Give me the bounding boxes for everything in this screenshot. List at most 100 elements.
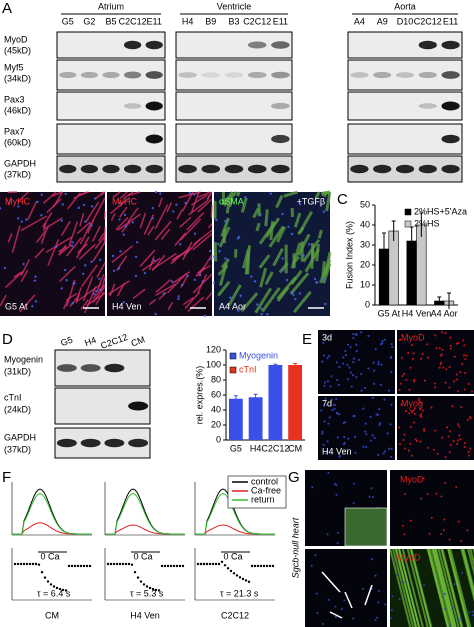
nucleus (180, 283, 184, 287)
nucleus (281, 212, 284, 216)
nucleus (326, 533, 329, 536)
nucleus (390, 447, 393, 450)
row-label: GAPDH (4, 158, 36, 168)
fiber (190, 191, 200, 214)
legend-label: return (251, 494, 275, 504)
nucleus (408, 388, 411, 391)
tau-label: τ = 21.3 s (220, 588, 259, 598)
fiber (66, 237, 82, 257)
trace-point (271, 564, 275, 568)
nucleus (466, 418, 469, 421)
nucleus (471, 610, 474, 613)
trace-point (34, 562, 38, 566)
fiber (406, 548, 429, 627)
fiber (92, 242, 106, 262)
fiber (85, 201, 100, 223)
row-size: (24kD) (4, 404, 31, 414)
fiber (109, 283, 116, 297)
fiber (4, 270, 24, 288)
fiber (283, 190, 299, 198)
nucleus (118, 201, 122, 205)
nucleus (244, 195, 247, 199)
nucleus (322, 443, 325, 447)
lane-label: H4 (83, 335, 97, 348)
nucleus (460, 406, 463, 409)
nucleus (422, 477, 425, 480)
trace-point (211, 562, 215, 566)
nucleus (381, 342, 384, 345)
fiber (96, 273, 105, 293)
nucleus (377, 589, 380, 592)
x-tick-label: A4 Aor (431, 308, 458, 318)
trace-point (232, 572, 236, 575)
trace-point (136, 576, 140, 579)
blot-band (80, 164, 99, 174)
trace-point (82, 564, 86, 568)
panel-label: A (2, 0, 12, 17)
nucleus (443, 592, 446, 595)
nucleus (393, 559, 396, 562)
nucleus (193, 193, 196, 196)
nucleus (201, 280, 205, 283)
fiber (298, 210, 314, 234)
nucleus (436, 452, 439, 455)
fiber (96, 262, 106, 278)
fiber (158, 197, 163, 208)
nucleus (34, 275, 37, 278)
nucleus (63, 268, 67, 272)
nucleus (321, 360, 324, 363)
fiber (139, 212, 147, 229)
fiber (197, 198, 213, 213)
fiber (94, 235, 106, 250)
trace-point (142, 583, 146, 586)
nucleus (445, 426, 449, 429)
nucleus (346, 378, 350, 381)
nucleus (352, 332, 355, 336)
nucleus (462, 339, 465, 342)
nucleus (99, 258, 102, 262)
fiber (410, 548, 433, 627)
nucleus (336, 436, 340, 439)
x-tick-label: H4 (250, 443, 262, 453)
trace-point (19, 562, 23, 566)
fiber (290, 242, 302, 269)
nucleus (420, 497, 423, 500)
trace-point (64, 589, 68, 592)
nucleus (371, 434, 374, 437)
fiber (81, 264, 98, 288)
fiber (172, 271, 191, 284)
trace-point (151, 587, 155, 591)
fiber (85, 292, 106, 307)
nucleus (290, 291, 294, 294)
fiber (264, 271, 274, 285)
nucleus (442, 529, 445, 532)
fiber (290, 269, 303, 285)
nucleus (355, 343, 358, 346)
nucleus (90, 260, 93, 264)
fiber (426, 548, 449, 627)
blot-band (145, 134, 163, 144)
nucleus (335, 361, 339, 364)
nucleus (411, 410, 414, 414)
nucleus (409, 442, 412, 445)
nucleus (344, 354, 348, 357)
lane-label: G5 (59, 335, 74, 349)
fiber (395, 548, 418, 627)
legend-label: 2%HS+5'Aza (414, 206, 467, 216)
nucleus (353, 414, 356, 417)
nucleus (326, 380, 330, 383)
trace-point (160, 564, 164, 568)
nucleus (351, 374, 355, 377)
blot-band (441, 71, 460, 79)
y-tick-label: 0 (365, 299, 370, 309)
trace-point (73, 564, 77, 568)
nucleus (403, 447, 407, 450)
nucleus (365, 446, 368, 449)
nucleus (390, 370, 393, 373)
nucleus (390, 609, 393, 612)
trace-point (118, 562, 122, 566)
nucleus (399, 443, 402, 446)
nucleus (453, 380, 456, 383)
nucleus (362, 445, 365, 448)
nucleus (134, 274, 138, 277)
